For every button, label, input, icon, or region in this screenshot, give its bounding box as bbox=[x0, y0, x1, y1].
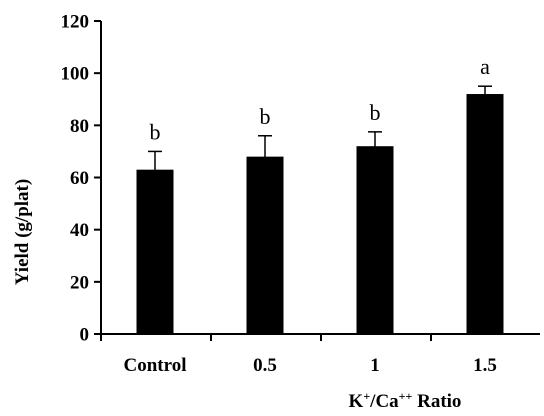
significance-label: b bbox=[150, 119, 161, 144]
x-category-label: 1 bbox=[370, 355, 380, 376]
plot-area: 0 20 40 60 80 100 120 b Control b 0.5 b 1 a 1.5 bbox=[61, 12, 540, 376]
significance-label: b bbox=[370, 100, 381, 125]
y-tick-label: 40 bbox=[70, 220, 89, 241]
y-tick-label: 100 bbox=[61, 64, 90, 85]
bar bbox=[136, 169, 174, 334]
x-axis-title-sup1: + bbox=[363, 389, 370, 403]
significance-label: b bbox=[260, 104, 271, 129]
significance-label: a bbox=[480, 54, 490, 79]
y-tick-label: 60 bbox=[70, 168, 89, 189]
x-axis-title-mid: /Ca bbox=[369, 391, 399, 412]
y-axis-title-group: Yield (g/plat) bbox=[12, 179, 33, 285]
bar bbox=[466, 94, 504, 335]
x-axis-title-tail: Ratio bbox=[412, 391, 461, 412]
bar bbox=[356, 146, 394, 334]
y-axis-title: Yield (g/plat) bbox=[12, 179, 33, 285]
y-tick-label: 120 bbox=[61, 12, 90, 33]
x-axis-title-sup2: ++ bbox=[399, 389, 413, 403]
x-category-label: 0.5 bbox=[253, 355, 277, 376]
y-tick-label: 80 bbox=[70, 116, 89, 137]
bar bbox=[246, 156, 284, 334]
x-category-label: Control bbox=[124, 355, 187, 376]
x-axis-title: K+/Ca++ Ratio bbox=[349, 389, 462, 412]
x-axis-title-base: K bbox=[349, 391, 364, 412]
y-tick-label: 20 bbox=[70, 272, 89, 293]
x-category-label: 1.5 bbox=[473, 355, 497, 376]
y-tick-label: 0 bbox=[80, 325, 90, 346]
